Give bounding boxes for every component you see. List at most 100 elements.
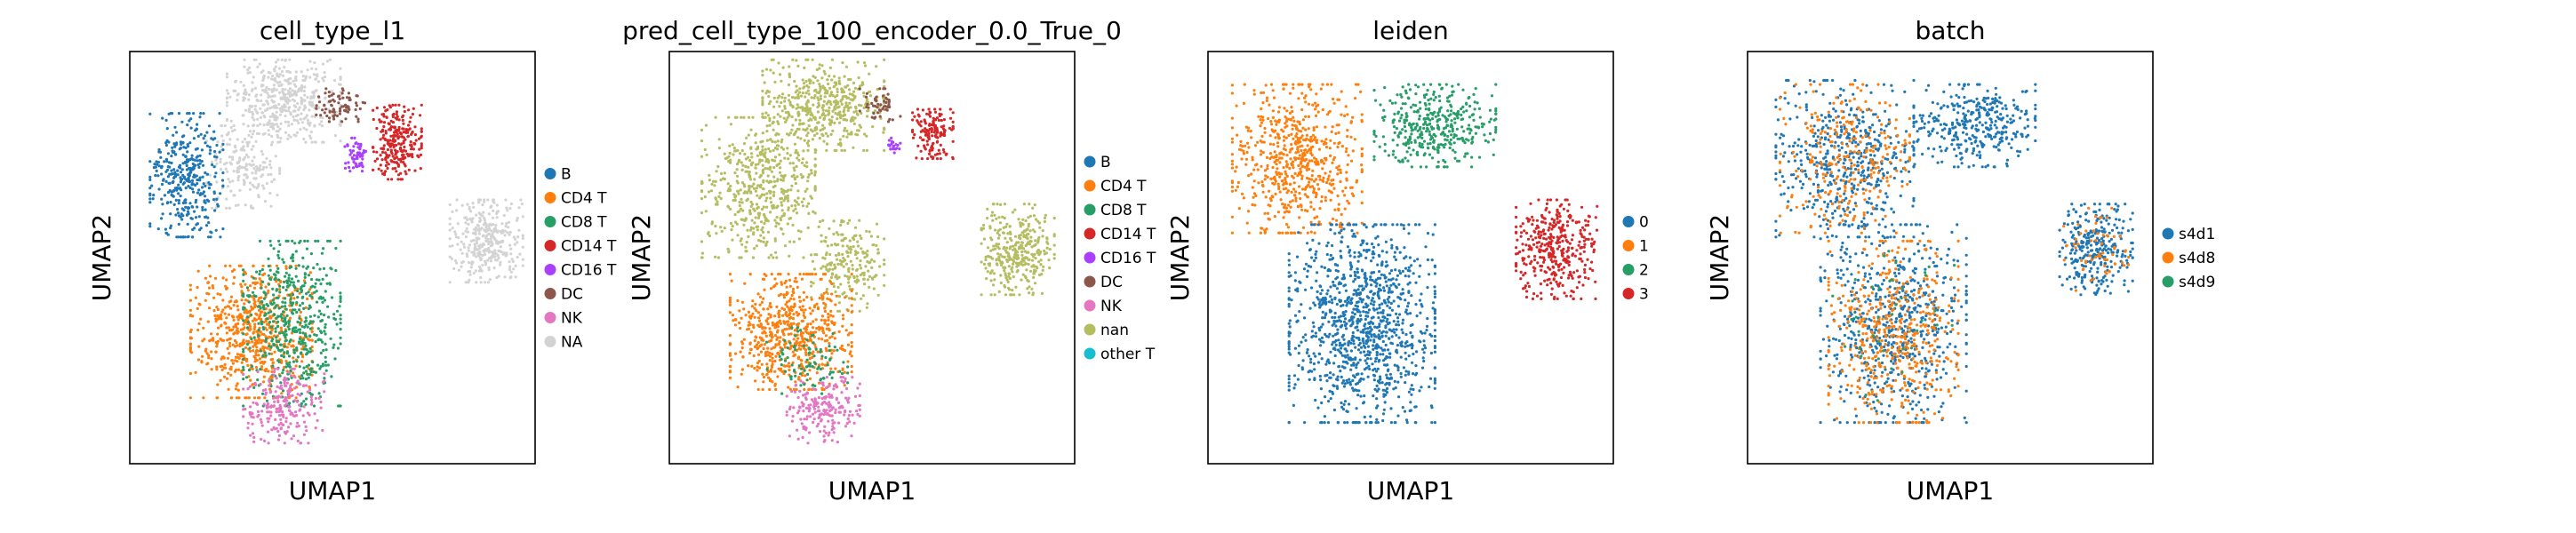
- point-nan: [829, 102, 833, 106]
- point-na: [300, 112, 303, 115]
- point-nan: [710, 222, 714, 226]
- point-cd8-t: [261, 280, 265, 283]
- point-dc: [323, 103, 326, 107]
- point-cd4-t: [208, 339, 212, 343]
- point-cd14-t: [381, 150, 385, 155]
- point-cd14-t: [397, 157, 401, 161]
- point-b: [216, 204, 220, 208]
- point-na: [261, 78, 265, 83]
- point-nan: [866, 115, 869, 118]
- point-cd4-t: [212, 296, 216, 299]
- point-nan: [793, 169, 796, 172]
- point-cd4-t: [252, 330, 256, 334]
- point-nan: [799, 230, 803, 234]
- point-na: [503, 229, 507, 233]
- point-cd16-t: [362, 149, 365, 153]
- point-cd4-t: [260, 338, 264, 342]
- point-na: [474, 231, 477, 235]
- point-nan: [852, 81, 856, 85]
- point-b: [167, 161, 172, 164]
- point-dc: [881, 94, 885, 98]
- legend-marker: [544, 312, 556, 323]
- point-b: [167, 181, 171, 185]
- point-cd14-t: [928, 110, 932, 114]
- point-nan: [866, 278, 870, 282]
- point-nk: [274, 390, 277, 394]
- point-nan: [817, 99, 820, 102]
- point-nk: [298, 383, 301, 386]
- point-b: [205, 131, 209, 134]
- point-cd4-t: [253, 325, 257, 329]
- point-cd4-t: [236, 355, 240, 359]
- point-nan: [1004, 236, 1007, 240]
- point-b: [187, 210, 190, 213]
- point-na: [484, 223, 488, 227]
- panel-1-points: [700, 58, 1056, 445]
- point-nan: [860, 236, 863, 240]
- point-dc: [338, 97, 341, 100]
- point-b: [194, 216, 198, 219]
- point-nan: [1038, 273, 1042, 277]
- point-nan: [997, 257, 1001, 260]
- point-nan: [790, 174, 794, 179]
- point-na: [328, 58, 332, 61]
- point-cd14-t: [393, 126, 396, 130]
- point-cd4-t: [795, 311, 798, 314]
- point-na: [460, 265, 463, 268]
- point-na: [281, 97, 285, 100]
- point-na: [281, 87, 284, 91]
- point-nan: [854, 132, 858, 136]
- point-b: [220, 179, 225, 182]
- point-nan: [700, 211, 704, 215]
- point-nan: [863, 64, 868, 68]
- point-na: [453, 230, 457, 234]
- point-na: [295, 131, 300, 134]
- point-cd8-t: [320, 319, 324, 322]
- point-cd8-t: [308, 322, 311, 326]
- point-b: [181, 153, 185, 156]
- point-nan: [773, 80, 777, 84]
- point-na: [259, 123, 262, 126]
- point-na: [256, 117, 260, 121]
- point-cd8-t: [281, 300, 284, 304]
- point-cd4-t: [229, 373, 233, 377]
- point-nan: [1005, 241, 1009, 244]
- point-cd4-t: [204, 347, 208, 351]
- point-cd14-t: [381, 147, 385, 150]
- point-dc: [864, 95, 868, 99]
- legend-item: CD14 T: [544, 238, 617, 256]
- point-cd8-t: [296, 355, 300, 359]
- point-b: [197, 165, 201, 169]
- point-na: [272, 87, 276, 91]
- point-cd8-t: [259, 306, 262, 310]
- point-nan: [839, 282, 843, 286]
- point-na: [308, 134, 312, 138]
- point-cd8-t: [305, 397, 308, 401]
- point-nan: [851, 263, 854, 267]
- point-dc: [876, 106, 879, 109]
- point-na: [280, 83, 284, 87]
- point-na: [267, 123, 270, 126]
- point-b: [197, 215, 201, 219]
- point-cd4-t: [206, 320, 210, 323]
- point-nan: [813, 211, 817, 215]
- point-nan: [840, 87, 844, 91]
- point-cd4-t: [251, 367, 254, 370]
- point-cd8-t: [328, 282, 332, 285]
- point-nan: [833, 95, 837, 99]
- point-nan: [761, 145, 764, 148]
- point-nan: [805, 187, 809, 191]
- point-nan: [812, 267, 817, 271]
- point-cd4-t: [219, 293, 222, 297]
- point-nan: [793, 178, 797, 181]
- point-nan: [834, 290, 837, 294]
- point-na: [313, 61, 316, 65]
- point-cd16-t: [346, 144, 349, 147]
- point-nan: [805, 141, 810, 145]
- point-cd14-t: [382, 171, 386, 175]
- point-cd8-t: [332, 343, 336, 346]
- point-nan: [866, 250, 869, 253]
- point-cd4-t: [199, 317, 203, 321]
- point-nan: [860, 104, 863, 107]
- point-cd14-t: [388, 128, 392, 131]
